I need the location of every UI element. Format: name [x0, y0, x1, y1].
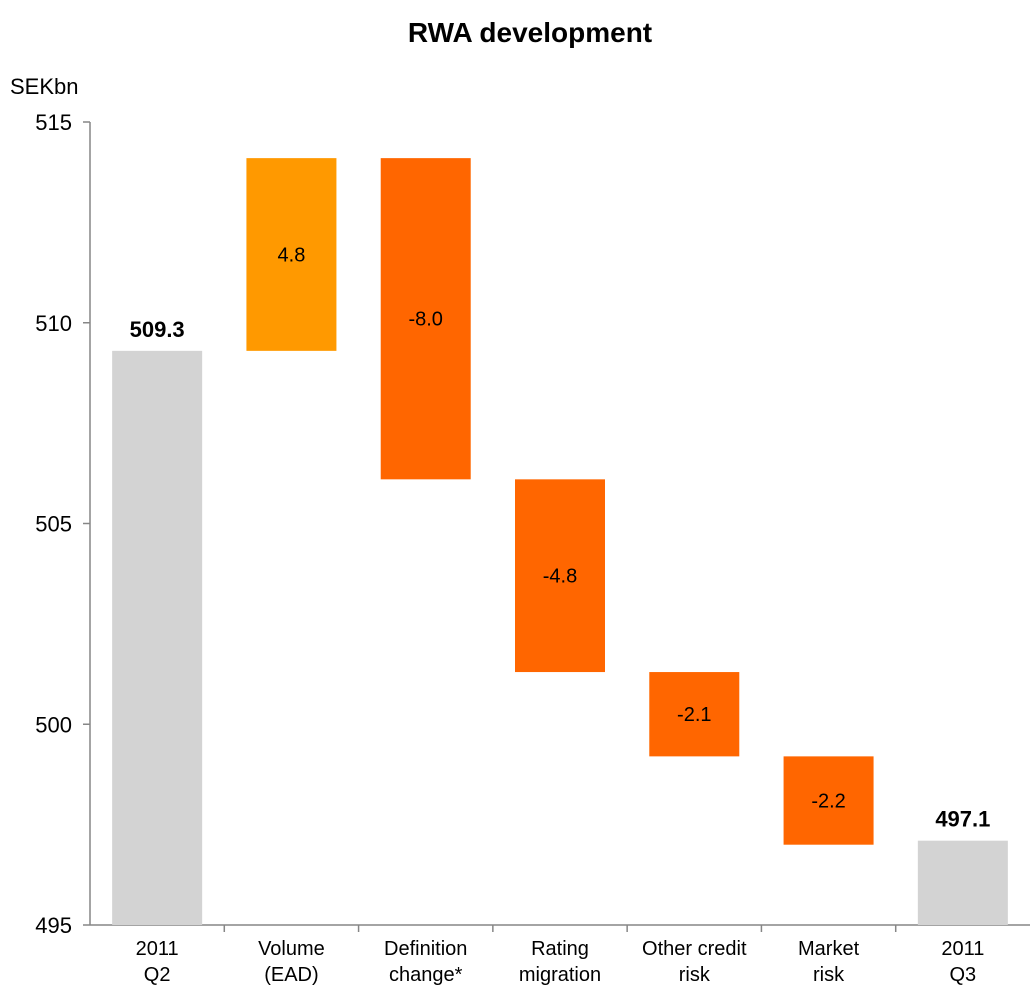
delta-bar: [783, 756, 874, 845]
delta-bar: [380, 158, 471, 480]
data-label: -4.8: [543, 566, 577, 588]
x-tick-label: Definition change*: [384, 938, 467, 986]
total-bar: [112, 350, 203, 926]
y-tick-label: 510: [35, 311, 72, 336]
data-label: -8.0: [408, 309, 442, 331]
data-label: 4.8: [278, 244, 306, 266]
data-label: -2.1: [677, 704, 711, 726]
delta-bar: [246, 158, 337, 351]
data-label: 509.3: [130, 317, 185, 342]
y-tick-label: 500: [35, 712, 72, 737]
x-tick-label: Market risk: [798, 938, 860, 986]
delta-bar: [649, 672, 740, 757]
x-tick-label: 2011 Q2: [136, 938, 179, 986]
y-tick-label: 515: [35, 110, 72, 135]
y-axis-label: SEKbn: [10, 74, 79, 99]
x-tick-label: Volume (EAD): [258, 938, 325, 986]
x-tick-label: Rating migration: [519, 938, 601, 986]
chart-title: RWA development: [408, 17, 652, 48]
x-tick-label: 2011 Q3: [941, 938, 984, 986]
y-tick-label: 495: [35, 913, 72, 938]
data-label: 497.1: [935, 807, 990, 832]
y-tick-label: 505: [35, 512, 72, 537]
delta-bar: [515, 479, 605, 673]
x-tick-label: Other credit risk: [642, 938, 747, 986]
total-bar: [917, 840, 1008, 925]
data-label: -2.2: [811, 791, 845, 813]
